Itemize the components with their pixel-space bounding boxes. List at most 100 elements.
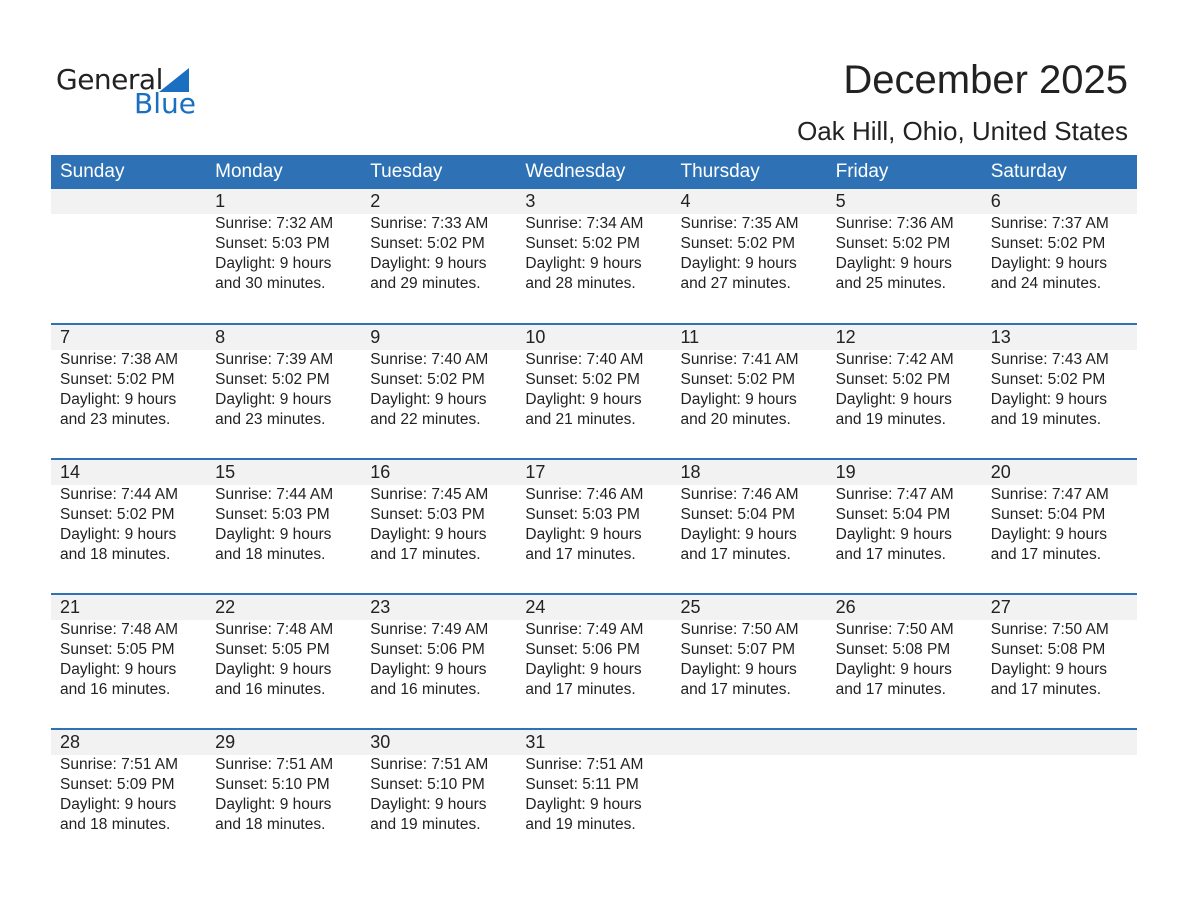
day-number: 26 (835, 597, 856, 617)
sunrise-text: Sunrise: 7:50 AM (835, 621, 954, 638)
day-cell: 2 Sunrise: 7:33 AM Sunset: 5:02 PM Daylight… (361, 189, 516, 294)
daylight-text: Daylight: 9 hours (835, 661, 952, 678)
daylight-text: Daylight: 9 hours (835, 391, 952, 408)
daylight-minutes-text: and 18 minutes. (215, 816, 326, 833)
day-number: 13 (990, 327, 1011, 347)
date-strip (51, 189, 1137, 214)
sunrise-text: Sunrise: 7:33 AM (370, 215, 489, 232)
empty-cell (827, 730, 982, 835)
daylight-text: Daylight: 9 hours (370, 526, 487, 543)
sunset-text: Sunset: 5:02 PM (60, 371, 175, 388)
day-cell: 13 Sunrise: 7:43 AM Sunset: 5:02 PM Dayligh… (982, 325, 1137, 430)
sunrise-text: Sunrise: 7:45 AM (370, 486, 489, 503)
day-number: 18 (680, 462, 701, 482)
day-cell: 16 Sunrise: 7:45 AM Sunset: 5:03 PM Dayligh… (361, 460, 516, 565)
day-cell: 15 Sunrise: 7:44 AM Sunset: 5:03 PM Dayligh… (206, 460, 361, 565)
day-cell: 18 Sunrise: 7:46 AM Sunset: 5:04 PM Dayligh… (672, 460, 827, 565)
day-cell: 28 Sunrise: 7:51 AM Sunset: 5:09 PM Dayligh… (51, 730, 206, 835)
sunset-text: Sunset: 5:02 PM (835, 371, 951, 388)
sunrise-text: Sunrise: 7:42 AM (835, 351, 954, 368)
sunset-text: Sunset: 5:10 PM (370, 776, 485, 793)
daylight-minutes-text: and 23 minutes. (215, 411, 326, 428)
weekday-header: Sunday Monday Tuesday Wednesday Thursday Frid… (51, 155, 1137, 189)
sunrise-text: Sunrise: 7:40 AM (370, 351, 489, 368)
day-cell: 6 Sunrise: 7:37 AM Sunset: 5:02 PM Daylight… (982, 189, 1137, 294)
daylight-minutes-text: and 17 minutes. (835, 546, 946, 563)
sunrise-text: Sunrise: 7:40 AM (525, 351, 644, 368)
day-number: 8 (215, 327, 226, 347)
day-number: 4 (680, 191, 691, 211)
daylight-minutes-text: and 23 minutes. (60, 411, 171, 428)
sunset-text: Sunset: 5:11 PM (525, 776, 639, 793)
sunset-text: Sunset: 5:04 PM (990, 506, 1106, 523)
day-number: 19 (835, 462, 856, 482)
day-number: 10 (525, 327, 546, 347)
sunrise-text: Sunrise: 7:48 AM (60, 621, 179, 638)
day-number: 20 (990, 462, 1011, 482)
daylight-text: Daylight: 9 hours (60, 391, 177, 408)
daylight-minutes-text: and 17 minutes. (835, 681, 946, 698)
daylight-text: Daylight: 9 hours (60, 796, 177, 813)
page-title: December 2025 (843, 58, 1128, 102)
daylight-text: Daylight: 9 hours (370, 661, 487, 678)
daylight-minutes-text: and 19 minutes. (990, 411, 1102, 428)
sunrise-text: Sunrise: 7:39 AM (215, 351, 334, 368)
sunrise-text: Sunrise: 7:37 AM (990, 215, 1109, 232)
daylight-text: Daylight: 9 hours (680, 391, 797, 408)
daylight-text: Daylight: 9 hours (215, 661, 332, 678)
day-number: 17 (525, 462, 546, 482)
day-cell: 22 Sunrise: 7:48 AM Sunset: 5:05 PM Dayligh… (206, 595, 361, 700)
day-cell: 30 Sunrise: 7:51 AM Sunset: 5:10 PM Dayligh… (361, 730, 516, 835)
sunset-text: Sunset: 5:08 PM (835, 641, 951, 658)
sunset-text: Sunset: 5:06 PM (370, 641, 485, 658)
sunset-text: Sunset: 5:03 PM (370, 506, 485, 523)
sunrise-text: Sunrise: 7:51 AM (215, 756, 334, 773)
logo-triangle-icon (159, 68, 189, 92)
sunset-text: Sunset: 5:02 PM (990, 235, 1106, 252)
empty-cell (672, 730, 827, 835)
day-number: 27 (990, 597, 1011, 617)
sunset-text: Sunset: 5:04 PM (680, 506, 796, 523)
day-cell: 31 Sunrise: 7:51 AM Sunset: 5:11 PM Dayligh… (516, 730, 671, 835)
day-cell: 29 Sunrise: 7:51 AM Sunset: 5:10 PM Dayligh… (206, 730, 361, 835)
sunset-text: Sunset: 5:09 PM (60, 776, 175, 793)
day-number: 23 (370, 597, 391, 617)
day-number: 14 (60, 462, 81, 482)
day-cell: 3 Sunrise: 7:34 AM Sunset: 5:02 PM Daylight… (516, 189, 671, 294)
daylight-text: Daylight: 9 hours (525, 796, 642, 813)
day-cell: 9 Sunrise: 7:40 AM Sunset: 5:02 PM Daylight… (361, 325, 516, 430)
daylight-text: Daylight: 9 hours (990, 255, 1108, 272)
sunset-text: Sunset: 5:08 PM (990, 641, 1106, 658)
calendar-grid: Sunday Monday Tuesday Wednesday Thursday Frid… (51, 155, 1137, 863)
sunrise-text: Sunrise: 7:49 AM (370, 621, 489, 638)
daylight-minutes-text: and 17 minutes. (680, 681, 791, 698)
day-number: 29 (215, 732, 236, 752)
daylight-text: Daylight: 9 hours (370, 796, 487, 813)
sunset-text: Sunset: 5:02 PM (370, 235, 485, 252)
weekday-monday: Monday (215, 161, 283, 182)
week-row: 21 Sunrise: 7:48 AM Sunset: 5:05 PM Dayligh… (51, 593, 1137, 728)
day-number: 15 (215, 462, 236, 482)
daylight-text: Daylight: 9 hours (680, 661, 797, 678)
daylight-minutes-text: and 19 minutes. (525, 816, 636, 833)
sunrise-text: Sunrise: 7:32 AM (215, 215, 334, 232)
daylight-minutes-text: and 25 minutes. (835, 275, 946, 292)
day-number: 9 (370, 327, 381, 347)
daylight-minutes-text: and 19 minutes. (370, 816, 481, 833)
daylight-text: Daylight: 9 hours (990, 661, 1108, 678)
weekday-sunday: Sunday (60, 161, 125, 182)
daylight-text: Daylight: 9 hours (835, 255, 952, 272)
daylight-minutes-text: and 16 minutes. (60, 681, 171, 698)
daylight-minutes-text: and 24 minutes. (990, 275, 1102, 292)
sunset-text: Sunset: 5:03 PM (525, 506, 640, 523)
weekday-thursday: Thursday (680, 161, 760, 182)
day-cell: 4 Sunrise: 7:35 AM Sunset: 5:02 PM Daylight… (672, 189, 827, 294)
day-number: 2 (370, 191, 381, 211)
date-strip (51, 595, 1137, 620)
day-number: 28 (60, 732, 81, 752)
daylight-text: Daylight: 9 hours (680, 255, 797, 272)
daylight-text: Daylight: 9 hours (990, 391, 1108, 408)
sunset-text: Sunset: 5:02 PM (680, 371, 796, 388)
daylight-minutes-text: and 17 minutes. (680, 546, 791, 563)
